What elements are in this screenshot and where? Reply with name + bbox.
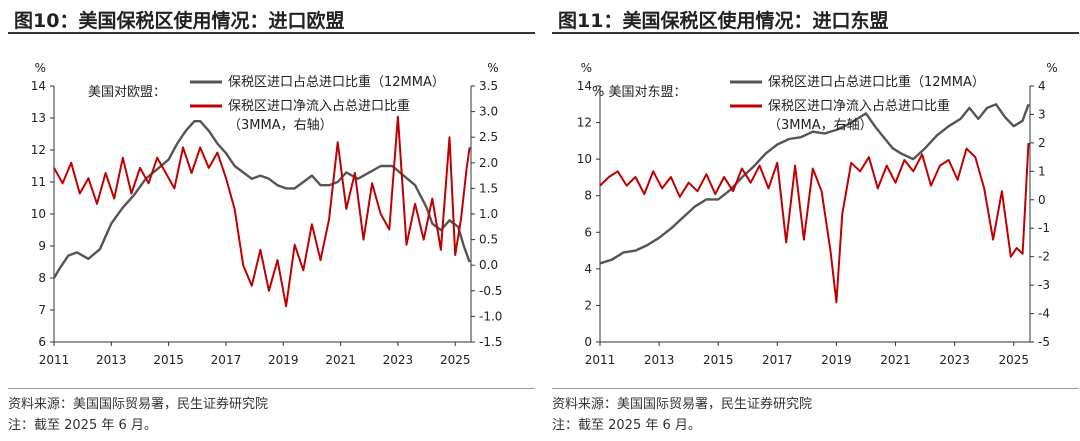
y-left-tick-label: 2 (584, 298, 592, 312)
x-tick-label: 2023 (939, 353, 970, 367)
x-tick-label: 2025 (998, 353, 1029, 367)
y-right-tick-label: 0.0 (479, 258, 498, 272)
y-left-tick-label: 6 (38, 335, 46, 349)
x-tick-label: 2015 (153, 353, 184, 367)
x-tick-label: 2015 (703, 353, 734, 367)
series-line-share (599, 103, 1030, 265)
series-line-netflow (599, 142, 1030, 304)
y-left-tick-label: 13 (31, 111, 46, 125)
y-right-tick-label: 2.0 (479, 156, 498, 170)
x-tick-label: 2023 (383, 353, 414, 367)
legend-label-netflow: 保税区进口净流入占总进口比重 (768, 98, 950, 114)
y-left-tick-label: 6 (584, 225, 592, 239)
x-tick-label: 2019 (268, 353, 299, 367)
y-left-tick-label: 10 (577, 152, 592, 166)
chart-annotation: 美国对欧盟： (88, 85, 166, 100)
y-right-tick-label: 3 (1038, 107, 1046, 121)
chart-annotation: % 美国对东盟： (592, 85, 687, 100)
y-axis-left-unit: % (581, 61, 592, 75)
x-tick-label: 2017 (211, 353, 242, 367)
x-tick-label: 2013 (644, 353, 675, 367)
y-left-tick-label: 12 (577, 116, 592, 130)
y-right-tick-label: -0.5 (479, 284, 502, 298)
x-tick-label: 2021 (880, 353, 911, 367)
y-left-tick-label: 8 (38, 271, 46, 285)
legend-label-share: 保税区进口占总进口比重（12MMA） (768, 74, 985, 90)
y-left-tick-label: 14 (577, 79, 592, 93)
chart-title: 图11：美国保税区使用情况：进口东盟 (558, 10, 889, 32)
y-left-tick-label: 14 (31, 79, 46, 93)
y-right-tick-label: 1 (1038, 164, 1046, 178)
y-right-tick-label: 3.5 (479, 79, 498, 93)
x-tick-label: 2011 (39, 353, 70, 367)
note-text: 注：截至 2025 年 6 月。 (8, 418, 157, 433)
source-text: 资料来源：美国国际贸易署，民生证券研究院 (552, 388, 1079, 412)
legend-label-share: 保税区进口占总进口比重（12MMA） (228, 74, 445, 90)
y-axis-right-unit: % (487, 61, 498, 75)
x-tick-label: 2019 (821, 353, 852, 367)
chart-plot-eu: % % 14 13 12 11 10 9 8 7 6 3.5 3.0 2.5 2.0 1.5 1.0 0.5 0.0… (31, 61, 503, 367)
y-right-tick-label: 0.5 (479, 233, 498, 247)
title-bar: 图11：美国保税区使用情况：进口东盟 (552, 2, 1079, 34)
y-right-tick-label: -1.0 (479, 309, 502, 323)
x-tick-label: 2021 (325, 353, 356, 367)
note-text: 注：截至 2025 年 6 月。 (552, 418, 701, 433)
source-text: 资料来源：美国国际贸易署，民生证券研究院 (8, 388, 535, 412)
x-tick-label: 2025 (440, 353, 471, 367)
y-right-tick-label: 4 (1038, 79, 1046, 93)
y-right-tick-label: -3 (1038, 278, 1050, 292)
y-left-tick-label: 8 (584, 189, 592, 203)
y-right-tick-label: 3.0 (479, 105, 498, 119)
y-right-tick-label: 1.0 (479, 207, 498, 221)
legend-label-netflow: 保税区进口净流入占总进口比重 (228, 98, 410, 114)
y-right-tick-label: -1.5 (479, 335, 502, 349)
series-line-share (52, 119, 471, 279)
y-right-tick-label: 2 (1038, 136, 1046, 150)
y-right-tick-label: -5 (1038, 335, 1050, 349)
series-line-netflow (53, 115, 471, 308)
y-right-tick-label: 1.5 (479, 181, 498, 195)
x-tick-label: 2013 (96, 353, 127, 367)
y-right-tick-label: -2 (1038, 250, 1050, 264)
y-right-tick-label: -1 (1038, 221, 1050, 235)
y-left-tick-label: 9 (38, 239, 46, 253)
y-right-tick-label: -4 (1038, 307, 1050, 321)
chart-panel-eu: 图10：美国保税区使用情况：进口欧盟 %% 14 13 12 11 10 9 8 7 6 3.5 3.… (8, 0, 535, 441)
y-left-tick-label: 4 (584, 262, 592, 276)
y-axis-left-unit: % (35, 61, 46, 75)
y-axis-right-unit: % (1046, 61, 1057, 75)
legend-label-netflow-cont: （3MMA，右轴） (228, 118, 333, 133)
chart-panel-asean: 图11：美国保税区使用情况：进口东盟 %% 14 12 10 8 6 4 2 0 4 3 2 1 0 -1-… (552, 0, 1079, 441)
y-right-tick-label: 2.5 (479, 130, 498, 144)
y-left-tick-label: 7 (38, 303, 46, 317)
y-left-tick-label: 11 (31, 175, 46, 189)
y-left-tick-label: 0 (584, 335, 592, 349)
y-left-tick-label: 10 (31, 207, 46, 221)
x-tick-label: 2017 (762, 353, 793, 367)
y-left-tick-label: 12 (31, 143, 46, 157)
title-bar: 图10：美国保税区使用情况：进口欧盟 (8, 2, 535, 34)
chart-title: 图10：美国保税区使用情况：进口欧盟 (14, 10, 345, 32)
y-right-tick-label: 0 (1038, 193, 1046, 207)
legend-label-netflow-cont: （3MMA，右轴） (768, 118, 873, 133)
x-tick-label: 2011 (585, 353, 616, 367)
